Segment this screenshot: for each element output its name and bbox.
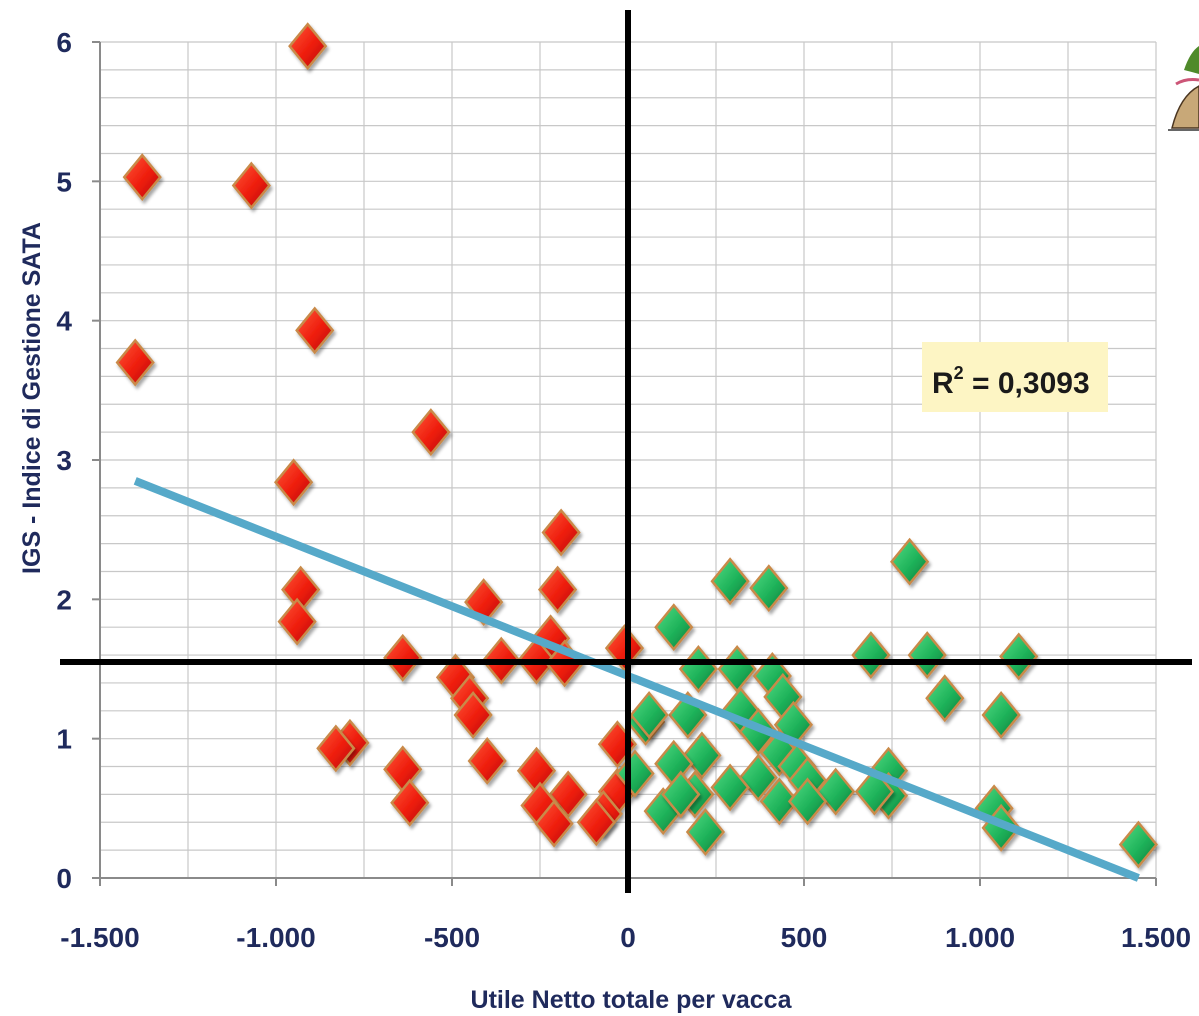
- y-axis-title: IGS - Indice di Gestione SATA: [18, 222, 46, 574]
- data-point-red: [390, 778, 430, 827]
- x-tick-label: 1.000: [945, 922, 1015, 953]
- x-tick-label: -1.000: [236, 922, 315, 953]
- data-point-green: [787, 777, 828, 826]
- data-point-green: [749, 564, 789, 613]
- data-point-red: [115, 338, 155, 387]
- r-squared-base: R: [932, 367, 954, 400]
- y-tick-label: 0: [56, 863, 72, 894]
- x-tick-label: -1.500: [60, 922, 139, 953]
- data-point-red: [288, 22, 328, 71]
- y-tick-label: 4: [56, 306, 72, 337]
- y-tick-label: 3: [56, 445, 72, 476]
- x-tick-label: 500: [781, 922, 828, 953]
- r-squared-label: R2 = 0,3093: [932, 363, 1090, 400]
- data-point-red: [231, 161, 271, 210]
- x-tick-label: 0: [620, 922, 636, 953]
- data-point-green: [981, 691, 1021, 739]
- data-point-green: [759, 777, 799, 826]
- data-point-green: [816, 767, 856, 816]
- data-point-red: [277, 597, 317, 646]
- data-point-red: [537, 565, 578, 614]
- data-point-green: [1118, 820, 1159, 869]
- y-tick-label: 5: [56, 166, 72, 197]
- data-point-green: [629, 691, 669, 739]
- data-point-green: [661, 770, 701, 819]
- data-point-red: [316, 724, 356, 773]
- r-squared-superscript: 2: [954, 363, 964, 383]
- data-point-red: [411, 408, 451, 457]
- data-point-red: [541, 508, 581, 557]
- data-point-green: [851, 631, 891, 680]
- mascot-logo: [1168, 46, 1199, 131]
- data-point-red: [273, 458, 314, 507]
- trendline: [133, 477, 1140, 882]
- y-tick-label: 2: [56, 584, 72, 615]
- data-point-red: [534, 799, 574, 848]
- data-point-red: [453, 691, 493, 739]
- data-point-green: [654, 603, 694, 652]
- trendline-layer: [133, 477, 1140, 882]
- data-point-green: [710, 557, 750, 606]
- data-point-green: [710, 763, 750, 812]
- data-point-green: [999, 632, 1039, 681]
- data-point-green: [889, 537, 930, 586]
- data-point-red: [576, 798, 616, 847]
- data-point-red: [295, 306, 335, 355]
- data-point-green: [685, 808, 726, 856]
- r-squared-annotation: R2 = 0,3093: [922, 342, 1108, 412]
- data-point-green: [907, 631, 947, 680]
- r-squared-box: [922, 342, 1108, 412]
- reference-lines: [60, 10, 1192, 893]
- tick-labels: 0 1 2 3 4 5 6 -1.500 -1.000 -500 0 500 1.000 1.500: [56, 27, 1191, 953]
- data-point-green: [925, 674, 965, 723]
- data-point-red: [383, 633, 423, 682]
- x-axis-title: Utile Netto totale per vacca: [471, 986, 793, 1014]
- data-point-red: [122, 153, 162, 202]
- x-tick-label: 1.500: [1121, 922, 1191, 953]
- x-tick-label: -500: [424, 922, 480, 953]
- y-tick-label: 6: [56, 27, 72, 58]
- r-squared-value: = 0,3093: [964, 367, 1090, 400]
- y-tick-label: 1: [56, 724, 72, 755]
- data-point-red: [467, 736, 507, 785]
- data-point-green: [738, 753, 778, 802]
- data-point-green: [682, 731, 722, 780]
